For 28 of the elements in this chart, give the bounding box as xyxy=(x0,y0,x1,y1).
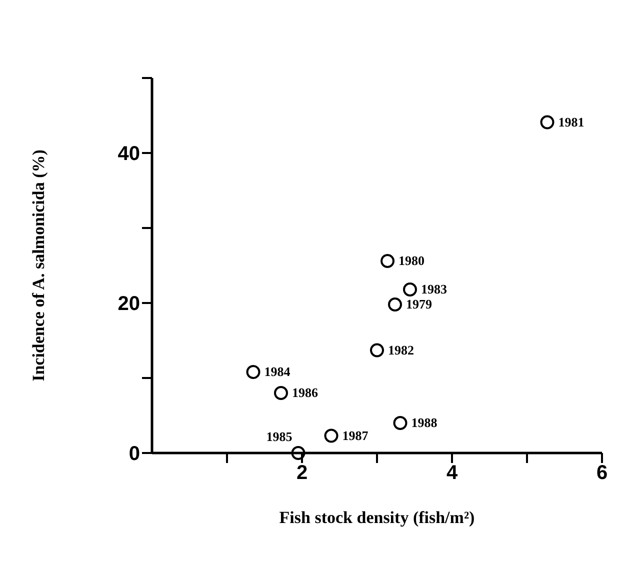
annotation: 1981 xyxy=(558,114,584,130)
point xyxy=(393,416,408,430)
annotation: 1986 xyxy=(292,385,318,400)
annotation: 1987 xyxy=(342,428,369,443)
point xyxy=(388,298,402,312)
point xyxy=(246,365,260,379)
y-tick-label: 0 xyxy=(128,443,140,465)
point xyxy=(403,282,417,296)
annotation: 1979 xyxy=(406,296,432,312)
x-tick-label: 4 xyxy=(446,462,458,484)
annotation: 1982 xyxy=(388,342,414,358)
annotation: 1985 xyxy=(266,429,293,444)
x-axis-title: Fish stock density (fish/m²) xyxy=(279,508,475,527)
point xyxy=(324,428,338,443)
point xyxy=(274,386,288,400)
annotation: 1983 xyxy=(421,282,448,296)
y-axis-title: Incidence of A. salmonicida (%) xyxy=(29,150,48,382)
y-tick-label: 40 xyxy=(118,143,140,165)
x-tick-label: 2 xyxy=(296,462,308,484)
annotation: 1988 xyxy=(411,415,438,430)
annotation: 1984 xyxy=(264,364,291,379)
point xyxy=(370,343,384,358)
point xyxy=(540,115,554,130)
point xyxy=(380,254,394,268)
point xyxy=(291,446,306,460)
y-tick-label: 20 xyxy=(118,293,140,315)
x-tick-label: 6 xyxy=(596,462,608,484)
annotation: 1980 xyxy=(398,253,424,268)
